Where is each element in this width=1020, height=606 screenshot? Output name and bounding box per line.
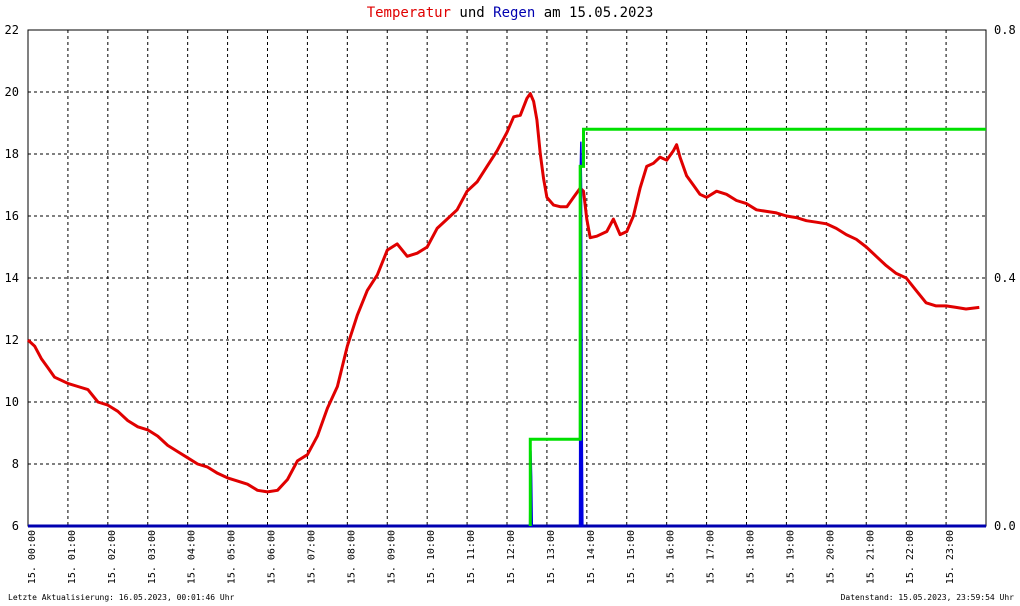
x-tick-label: 15. 08:00 (346, 530, 357, 584)
title-connector: und (450, 5, 494, 21)
series (26, 92, 986, 528)
temperature-line (26, 92, 980, 494)
x-axis-ticks: 15. 00:00 15. 01:00 15. 02:00 15. 03:00 15. … (27, 530, 956, 584)
y-left-tick-label: 20 (5, 85, 19, 99)
x-tick-label: 15. 02:00 (107, 530, 118, 584)
y-axis-right-ticks: 0.0 0.4 0.8 (994, 23, 1016, 533)
x-tick-label: 15. 21:00 (865, 530, 876, 584)
x-tick-label: 15. 12:00 (506, 530, 517, 584)
title-date: am 15.05.2023 (535, 5, 654, 21)
x-tick-label: 15. 22:00 (905, 530, 916, 584)
x-tick-label: 15. 05:00 (227, 530, 238, 584)
x-tick-label: 15. 14:00 (586, 530, 597, 584)
x-tick-label: 15. 03:00 (147, 530, 158, 584)
y-left-tick-label: 14 (5, 271, 19, 285)
x-tick-label: 15. 13:00 (546, 530, 557, 584)
x-tick-label: 15. 18:00 (746, 530, 757, 584)
y-axis-left-ticks: 6 8 10 12 14 16 18 20 22 (5, 23, 19, 533)
x-tick-label: 15. 04:00 (187, 530, 198, 584)
chart-title: Temperatur und Regen am 15.05.2023 (0, 5, 1020, 21)
x-tick-label: 15. 06:00 (267, 530, 278, 584)
x-tick-label: 15. 15:00 (626, 530, 637, 584)
x-tick-label: 15. 00:00 (27, 530, 38, 584)
rain-cumulative-line (528, 127, 986, 526)
x-tick-label: 15. 09:00 (386, 530, 397, 584)
x-tick-label: 15. 16:00 (666, 530, 677, 584)
y-right-tick-label: 0.4 (994, 271, 1016, 285)
x-tick-label: 15. 07:00 (306, 530, 317, 584)
data-timestamp-text: Datenstand: 15.05.2023, 23:59:54 Uhr (840, 593, 1014, 602)
y-left-tick-label: 12 (5, 333, 19, 347)
x-tick-label: 15. 20:00 (825, 530, 836, 584)
y-right-tick-label: 0.0 (994, 519, 1016, 533)
y-right-tick-label: 0.8 (994, 23, 1016, 37)
x-tick-label: 15. 10:00 (426, 530, 437, 584)
y-left-tick-label: 18 (5, 147, 19, 161)
x-tick-label: 15. 17:00 (706, 530, 717, 584)
grid (28, 30, 986, 526)
y-left-tick-label: 22 (5, 23, 19, 37)
y-left-tick-label: 16 (5, 209, 19, 223)
x-tick-label: 15. 01:00 (67, 530, 78, 584)
y-left-tick-label: 6 (12, 519, 19, 533)
x-tick-label: 15. 19:00 (785, 530, 796, 584)
x-tick-label: 15. 11:00 (466, 530, 477, 584)
last-update-text: Letzte Aktualisierung: 16.05.2023, 00:01… (8, 593, 235, 602)
title-rain: Regen (493, 5, 536, 21)
y-left-tick-label: 8 (12, 457, 19, 471)
x-tick-label: 15. 23:00 (945, 530, 956, 584)
title-temperature: Temperatur (366, 5, 451, 21)
y-left-tick-label: 10 (5, 395, 19, 409)
